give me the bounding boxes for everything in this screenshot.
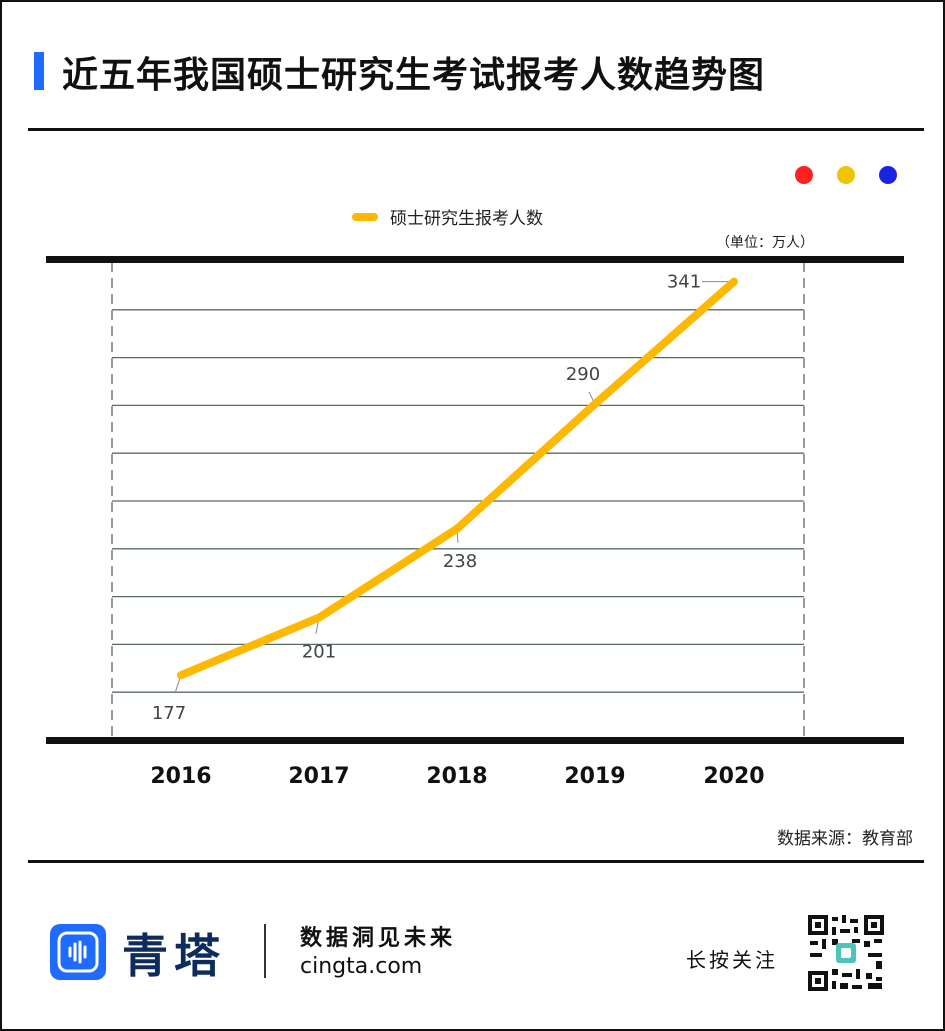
qr-code-icon[interactable] xyxy=(806,913,886,993)
x-tick-label: 2020 xyxy=(703,764,764,789)
decor-dot-yellow xyxy=(837,166,855,184)
brand-divider xyxy=(264,924,266,978)
title-accent-bar xyxy=(34,52,44,90)
footer-divider xyxy=(28,860,924,863)
data-label: 341 xyxy=(667,272,701,293)
page-title: 近五年我国硕士研究生考试报考人数趋势图 xyxy=(62,55,766,96)
data-source: 数据来源：教育部 xyxy=(777,829,913,849)
legend-label: 硕士研究生报考人数 xyxy=(390,209,543,229)
x-tick-label: 2018 xyxy=(426,764,487,789)
decor-dot-blue xyxy=(879,166,897,184)
data-label: 177 xyxy=(152,703,186,724)
follow-prompt: 长按关注 xyxy=(686,948,778,972)
data-label: 201 xyxy=(302,642,336,663)
plot-bottom-rule xyxy=(46,737,904,744)
data-label: 290 xyxy=(566,364,600,385)
brand-name: 青塔 xyxy=(122,929,226,983)
x-tick-label: 2016 xyxy=(150,764,211,789)
title-divider xyxy=(28,128,924,131)
chart-legend: 硕士研究生报考人数 xyxy=(352,204,543,229)
series-line xyxy=(177,277,738,680)
x-tick-label: 2017 xyxy=(288,764,349,789)
legend-swatch xyxy=(352,212,378,221)
brand-website: cingta.com xyxy=(300,954,423,979)
decor-dot-red xyxy=(795,166,813,184)
x-tick-label: 2019 xyxy=(564,764,625,789)
cingta-logo-icon xyxy=(50,924,106,980)
unit-label: （单位：万人） xyxy=(716,235,814,251)
brand-slogan: 数据洞见未来 xyxy=(300,926,457,951)
data-label: 238 xyxy=(443,551,477,572)
plot-top-rule xyxy=(46,256,904,263)
